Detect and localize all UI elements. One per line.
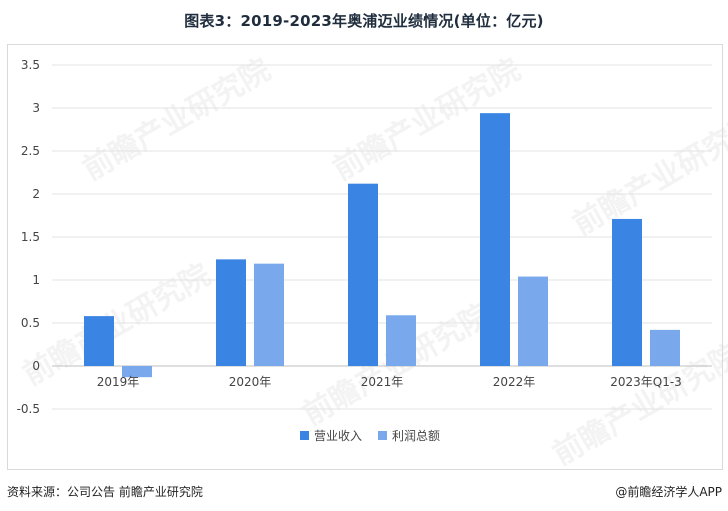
bar-revenue — [480, 113, 510, 366]
bar-profit — [386, 315, 416, 366]
y-tick-label: 0 — [32, 359, 40, 373]
y-tick-label: 1 — [32, 273, 40, 287]
legend-label: 营业收入 — [314, 429, 362, 443]
bar-profit — [650, 329, 680, 366]
bar-revenue — [84, 316, 114, 366]
y-tick-label: 2 — [32, 187, 40, 201]
bar-profit — [122, 366, 152, 378]
x-tick-label: 2023年Q1-3 — [610, 375, 682, 389]
chart-frame — [7, 44, 723, 470]
bar-revenue — [612, 218, 642, 366]
y-tick-label: -0.5 — [17, 402, 40, 416]
bar-revenue — [216, 259, 246, 366]
brand-credit: @前瞻经济学人APP — [615, 485, 722, 499]
y-tick-label: 3 — [32, 101, 40, 115]
legend-swatch — [378, 431, 387, 440]
x-tick-label: 2021年 — [361, 375, 404, 389]
x-tick-label: 2019年 — [97, 375, 140, 389]
bar-profit — [518, 276, 548, 366]
x-tick-label: 2022年 — [493, 375, 536, 389]
bar-profit — [254, 263, 284, 366]
y-tick-label: 0.5 — [21, 316, 40, 330]
chart-title: 图表3：2019-2023年奥浦迈业绩情况(单位：亿元) — [184, 12, 544, 30]
legend-label: 利润总额 — [392, 429, 440, 443]
y-tick-label: 2.5 — [21, 144, 40, 158]
y-tick-label: 3.5 — [21, 58, 40, 72]
bar-revenue — [348, 183, 378, 366]
source-note: 资料来源：公司公告 前瞻产业研究院 — [7, 485, 203, 499]
x-tick-label: 2020年 — [229, 375, 272, 389]
legend-swatch — [300, 431, 309, 440]
y-tick-label: 1.5 — [21, 230, 40, 244]
